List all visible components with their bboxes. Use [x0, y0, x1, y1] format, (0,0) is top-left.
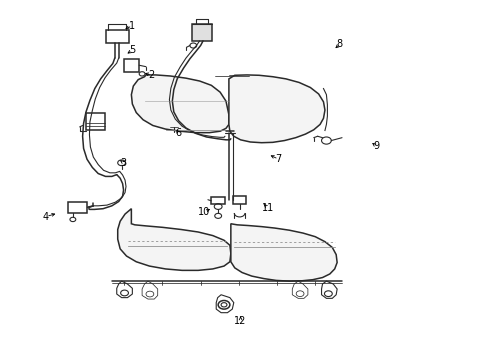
Polygon shape	[230, 224, 336, 281]
Text: 8: 8	[336, 40, 342, 49]
Text: 7: 7	[275, 154, 281, 164]
Polygon shape	[118, 209, 230, 270]
Bar	[68, 202, 87, 213]
Bar	[191, 24, 212, 41]
Text: 5: 5	[129, 45, 135, 55]
Polygon shape	[117, 281, 132, 298]
Bar	[105, 31, 129, 43]
Text: 1: 1	[129, 21, 135, 31]
Text: 3: 3	[120, 158, 126, 168]
Bar	[211, 197, 224, 204]
Polygon shape	[131, 75, 228, 133]
Polygon shape	[216, 295, 233, 313]
Text: 2: 2	[148, 70, 155, 80]
Polygon shape	[228, 75, 325, 143]
Bar	[123, 59, 139, 72]
Text: 4: 4	[43, 212, 49, 221]
Text: 11: 11	[261, 203, 273, 213]
Bar	[232, 197, 246, 204]
Polygon shape	[321, 281, 336, 298]
Text: 6: 6	[175, 129, 182, 138]
Text: 10: 10	[198, 207, 210, 217]
Text: 9: 9	[372, 141, 378, 151]
Bar	[86, 113, 104, 130]
Text: 12: 12	[234, 316, 246, 325]
